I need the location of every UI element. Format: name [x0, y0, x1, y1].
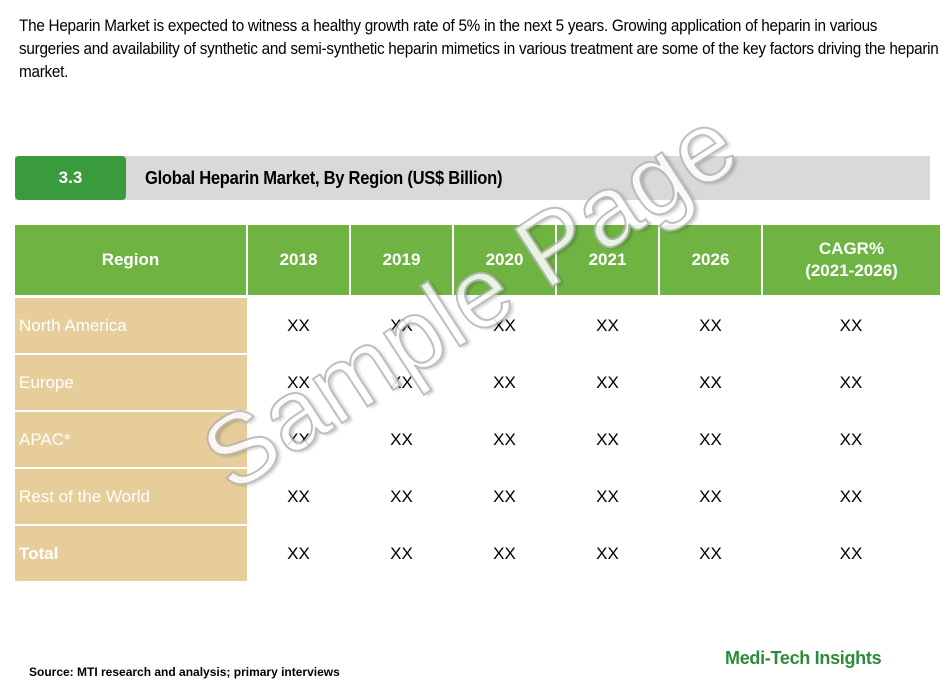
value-cell: XX: [247, 295, 350, 355]
value-cell: XX: [247, 525, 350, 583]
section-header-bar: [15, 156, 930, 200]
intro-paragraph: The Heparin Market is expected to witnes…: [19, 16, 939, 81]
column-header-cagr: CAGR% (2021-2026): [762, 225, 940, 297]
value-cell: XX: [556, 354, 659, 412]
value-cell: XX: [659, 411, 762, 469]
value-cell: XX: [556, 411, 659, 469]
value-cell: XX: [762, 354, 940, 412]
section-title: Global Heparin Market, By Region (US$ Bi…: [145, 167, 503, 188]
value-cell: XX: [556, 468, 659, 526]
column-header-2021: 2021: [556, 225, 660, 297]
column-header-2026: 2026: [659, 225, 763, 297]
table-row-total: Total XX XX XX XX XX XX: [15, 525, 940, 583]
value-cell: XX: [247, 411, 350, 469]
value-cell: XX: [350, 525, 453, 583]
region-cell: North America: [15, 295, 247, 355]
table-row: Rest of the World XX XX XX XX XX XX: [15, 468, 940, 526]
region-cell: Rest of the World: [15, 468, 247, 526]
column-header-2020: 2020: [453, 225, 557, 297]
value-cell: XX: [556, 525, 659, 583]
value-cell: XX: [762, 525, 940, 583]
table-row: APAC* XX XX XX XX XX XX: [15, 411, 940, 469]
value-cell: XX: [659, 354, 762, 412]
table-row: North America XX XX XX XX XX XX: [15, 295, 940, 355]
value-cell: XX: [659, 468, 762, 526]
value-cell: XX: [762, 411, 940, 469]
value-cell: XX: [350, 468, 453, 526]
column-header-2019: 2019: [350, 225, 454, 297]
value-cell: XX: [350, 295, 453, 355]
region-cell-total: Total: [15, 525, 247, 583]
table-row: Europe XX XX XX XX XX XX: [15, 354, 940, 412]
source-note: Source: MTI research and analysis; prima…: [29, 665, 340, 679]
value-cell: XX: [762, 295, 940, 355]
brand-logo-text: Medi-Tech Insights: [725, 648, 882, 668]
column-header-region: Region: [15, 225, 248, 297]
value-cell: XX: [247, 354, 350, 412]
section-number-badge: 3.3: [15, 156, 126, 200]
table-header-row: Region 2018 2019 2020 2021 2026 CAGR% (2…: [15, 225, 940, 297]
value-cell: XX: [659, 295, 762, 355]
cagr-label: CAGR%: [818, 239, 885, 258]
value-cell: XX: [247, 468, 350, 526]
value-cell: XX: [659, 525, 762, 583]
column-header-2018: 2018: [247, 225, 351, 297]
value-cell: XX: [350, 411, 453, 469]
value-cell: XX: [453, 468, 556, 526]
value-cell: XX: [350, 354, 453, 412]
value-cell: XX: [453, 525, 556, 583]
value-cell: XX: [453, 411, 556, 469]
value-cell: XX: [453, 295, 556, 355]
value-cell: XX: [762, 468, 940, 526]
cagr-period: (2021-2026): [805, 261, 898, 280]
value-cell: XX: [453, 354, 556, 412]
region-cell: Europe: [15, 354, 247, 412]
market-table: Region 2018 2019 2020 2021 2026 CAGR% (2…: [15, 225, 940, 583]
value-cell: XX: [556, 295, 659, 355]
region-cell: APAC*: [15, 411, 247, 469]
